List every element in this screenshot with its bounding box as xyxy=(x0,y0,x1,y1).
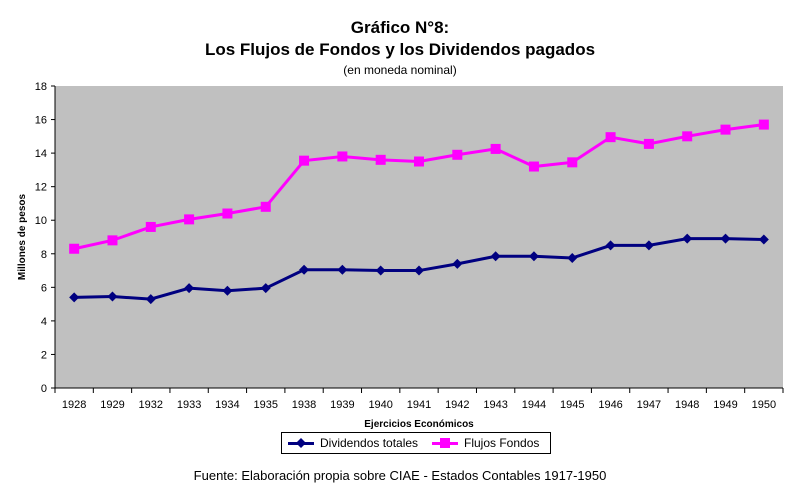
data-point xyxy=(260,201,271,212)
chart-title: Gráfico N°8: xyxy=(350,18,450,37)
data-point xyxy=(260,283,271,294)
x-tick-label: 1928 xyxy=(62,399,86,411)
data-point xyxy=(452,258,463,269)
x-axis-label: Ejercicios Económicos xyxy=(364,419,474,430)
y-tick-label: 16 xyxy=(35,115,47,127)
x-tick-label: 1933 xyxy=(177,399,201,411)
y-axis-label: Millones de pesos xyxy=(17,193,28,280)
x-tick-label: 1948 xyxy=(675,399,699,411)
data-point xyxy=(528,161,539,172)
source-note: Fuente: Elaboración propia sobre CIAE - … xyxy=(193,468,607,483)
square-marker-icon xyxy=(440,438,450,448)
y-tick-label: 8 xyxy=(41,249,47,261)
data-point xyxy=(682,233,693,244)
data-point xyxy=(107,235,118,246)
x-tick-label: 1945 xyxy=(560,399,584,411)
x-tick-label: 1939 xyxy=(330,399,354,411)
legend: Dividendos totales Flujos Fondos xyxy=(281,432,551,454)
plot-area xyxy=(55,86,783,388)
data-point xyxy=(490,251,501,262)
data-point xyxy=(414,265,424,276)
data-point xyxy=(222,208,233,219)
chart-note: (en moneda nominal) xyxy=(343,63,457,77)
data-point xyxy=(69,243,80,254)
diamond-marker-icon xyxy=(296,438,306,448)
data-point xyxy=(758,234,769,245)
data-point xyxy=(337,151,348,162)
data-point xyxy=(299,155,310,166)
x-tick-label: 1946 xyxy=(598,399,622,411)
y-tick-label: 12 xyxy=(35,182,47,194)
data-point xyxy=(452,149,463,160)
data-point xyxy=(605,132,616,143)
data-point xyxy=(69,292,80,303)
data-point xyxy=(375,154,386,165)
y-tick-label: 2 xyxy=(41,349,47,361)
data-point xyxy=(184,283,195,294)
x-tick-label: 1940 xyxy=(368,399,392,411)
y-tick-label: 0 xyxy=(41,383,47,395)
data-point xyxy=(337,264,348,275)
data-point xyxy=(720,124,731,135)
y-tick-label: 4 xyxy=(41,316,47,328)
data-point xyxy=(222,285,233,296)
y-tick-label: 14 xyxy=(35,148,47,160)
data-point xyxy=(299,264,310,275)
x-tick-label: 1942 xyxy=(445,399,469,411)
data-point xyxy=(375,265,386,276)
x-tick-label: 1932 xyxy=(139,399,163,411)
legend-label-dividendos: Dividendos totales xyxy=(320,436,419,450)
x-tick-label: 1929 xyxy=(100,399,124,411)
x-tick-label: 1941 xyxy=(407,399,431,411)
x-tick-label: 1950 xyxy=(752,399,776,411)
x-tick-label: 1943 xyxy=(483,399,507,411)
data-point xyxy=(490,143,501,154)
legend-label-flujos: Flujos Fondos xyxy=(464,436,540,450)
x-tick-label: 1949 xyxy=(713,399,737,411)
series-dividendos xyxy=(69,233,769,305)
x-tick-label: 1947 xyxy=(637,399,661,411)
data-point xyxy=(145,221,156,232)
data-point xyxy=(567,157,578,168)
line-chart: 0 2 4 6 8 10 12 14 16 18 1928 1929 1932 1933 1934 1935… xyxy=(17,81,784,430)
data-point xyxy=(567,252,578,263)
data-point xyxy=(145,294,156,305)
data-point xyxy=(758,119,769,130)
data-point xyxy=(414,156,424,167)
data-point xyxy=(528,251,539,262)
y-tick-label: 10 xyxy=(35,215,47,227)
data-point xyxy=(720,233,731,244)
x-tick-label: 1934 xyxy=(215,399,239,411)
series-flujos xyxy=(69,119,769,254)
data-point xyxy=(605,240,616,251)
data-point xyxy=(682,131,693,142)
x-tick-label: 1944 xyxy=(522,399,546,411)
x-tick-label: 1938 xyxy=(292,399,316,411)
chart-subtitle: Los Flujos de Fondos y los Dividendos pa… xyxy=(204,40,596,59)
data-point xyxy=(643,240,654,251)
x-tick-label: 1935 xyxy=(253,399,277,411)
y-tick-label: 18 xyxy=(35,81,47,93)
data-point xyxy=(643,138,654,149)
data-point xyxy=(184,214,195,225)
data-point xyxy=(107,291,118,302)
y-tick-label: 6 xyxy=(41,282,47,294)
